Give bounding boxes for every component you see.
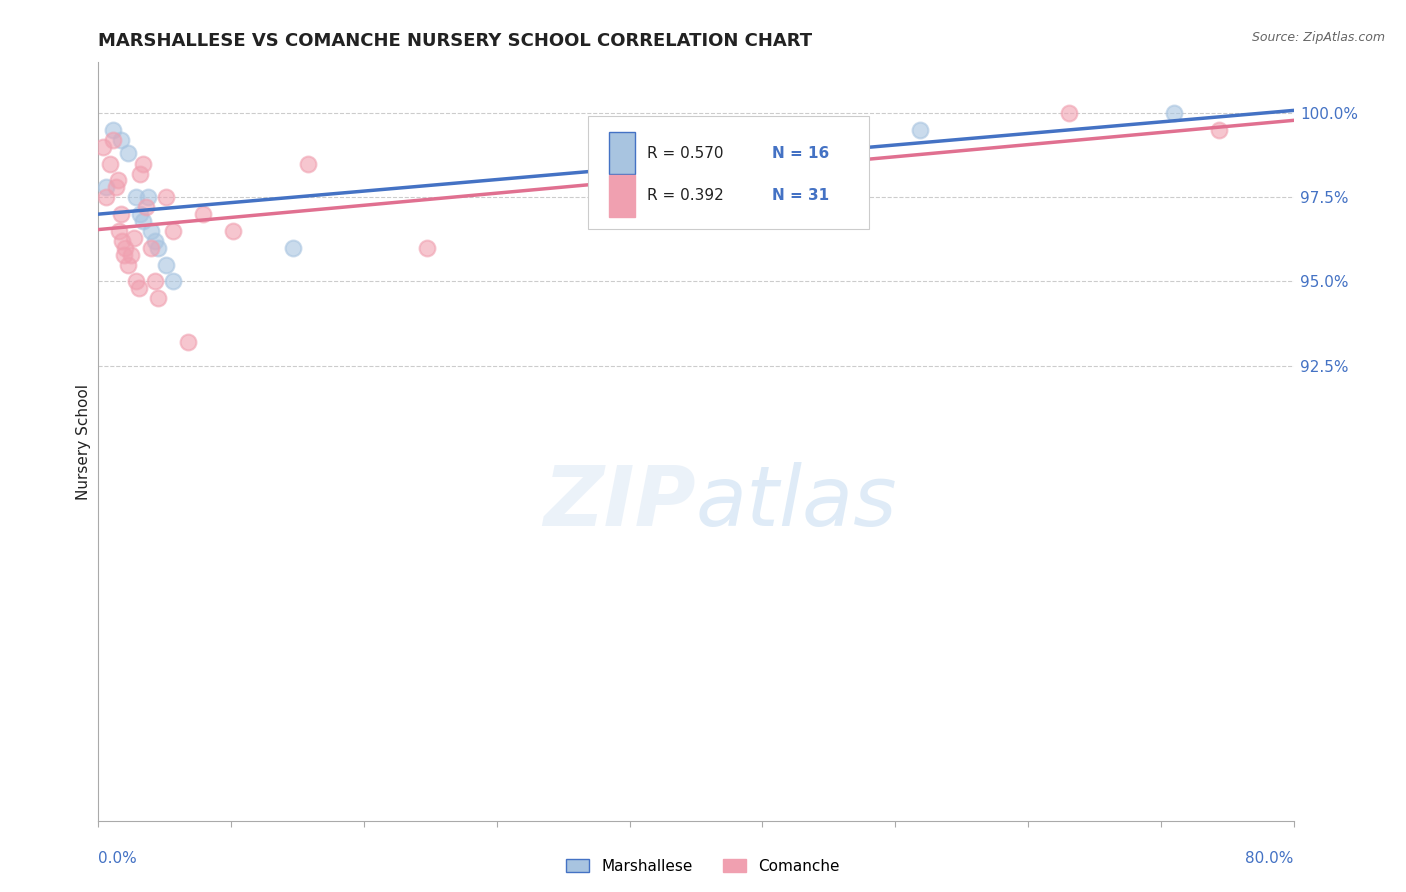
- Point: [94, 180, 117, 194]
- Point: [114, 241, 136, 255]
- Point: [111, 234, 134, 248]
- Point: [94, 190, 117, 204]
- Point: [132, 214, 155, 228]
- Text: N = 31: N = 31: [772, 188, 830, 203]
- Text: 0.0%: 0.0%: [98, 851, 138, 866]
- Y-axis label: Nursery School: Nursery School: [76, 384, 91, 500]
- Point: [191, 207, 214, 221]
- Point: [281, 241, 304, 255]
- Text: N = 16: N = 16: [772, 145, 830, 161]
- Point: [908, 123, 931, 137]
- Point: [162, 224, 184, 238]
- Point: [98, 156, 122, 170]
- Point: [128, 281, 150, 295]
- Point: [1208, 123, 1230, 137]
- Point: [91, 139, 114, 153]
- Point: [135, 200, 157, 214]
- Point: [103, 133, 125, 147]
- FancyBboxPatch shape: [589, 115, 869, 229]
- Legend: Marshallese, Comanche: Marshallese, Comanche: [560, 853, 846, 880]
- Point: [222, 224, 245, 238]
- Point: [117, 146, 139, 161]
- Point: [177, 335, 200, 350]
- Point: [143, 275, 166, 289]
- Point: [136, 190, 159, 204]
- Text: Source: ZipAtlas.com: Source: ZipAtlas.com: [1251, 31, 1385, 45]
- Point: [1163, 106, 1185, 120]
- Point: [155, 190, 177, 204]
- Point: [110, 133, 132, 147]
- Text: 80.0%: 80.0%: [1246, 851, 1294, 866]
- Text: MARSHALLESE VS COMANCHE NURSERY SCHOOL CORRELATION CHART: MARSHALLESE VS COMANCHE NURSERY SCHOOL C…: [98, 32, 813, 50]
- Point: [107, 173, 129, 187]
- Point: [112, 247, 135, 261]
- Point: [105, 180, 128, 194]
- Point: [155, 258, 177, 272]
- Point: [143, 234, 166, 248]
- Point: [416, 241, 439, 255]
- Point: [117, 258, 139, 272]
- Point: [139, 241, 162, 255]
- Point: [110, 207, 132, 221]
- Point: [125, 190, 148, 204]
- Point: [103, 123, 125, 137]
- Point: [125, 275, 148, 289]
- Point: [139, 224, 162, 238]
- Point: [148, 291, 170, 305]
- Point: [120, 247, 142, 261]
- Bar: [609, 175, 636, 217]
- Text: ZIP: ZIP: [543, 462, 696, 542]
- Point: [1059, 106, 1081, 120]
- Text: R = 0.392: R = 0.392: [647, 188, 724, 203]
- Point: [129, 207, 152, 221]
- Bar: [609, 132, 636, 174]
- Text: R = 0.570: R = 0.570: [647, 145, 724, 161]
- Point: [297, 156, 319, 170]
- Point: [148, 241, 170, 255]
- Point: [124, 230, 146, 244]
- Point: [129, 167, 152, 181]
- Point: [132, 156, 155, 170]
- Point: [162, 275, 184, 289]
- Text: atlas: atlas: [696, 462, 897, 542]
- Point: [108, 224, 131, 238]
